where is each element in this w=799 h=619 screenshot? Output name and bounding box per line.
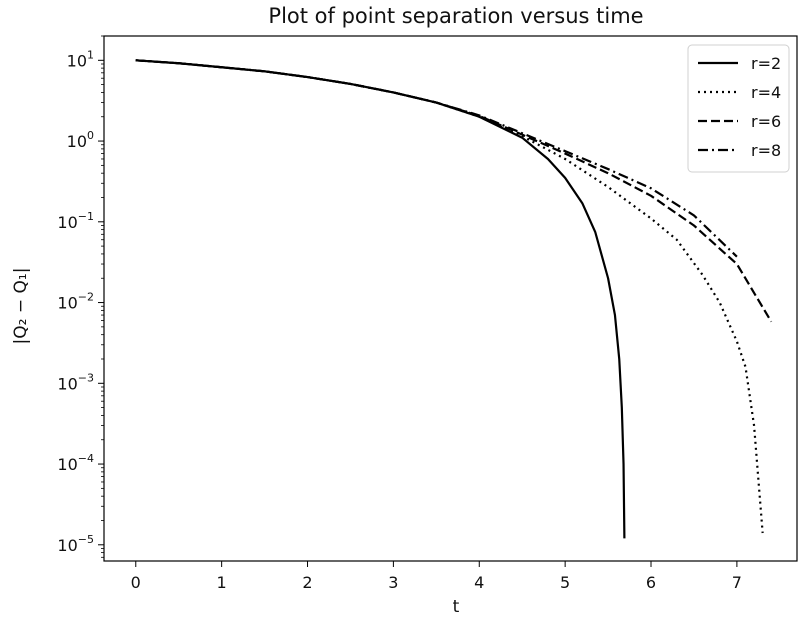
y-tick-label: 101 — [67, 48, 94, 70]
y-axis-label: |Q₂ − Q₁| — [11, 268, 31, 345]
y-tick-label: 100 — [67, 129, 94, 151]
series-line-r-6 — [135, 59, 773, 323]
series-line-r-2 — [135, 59, 626, 539]
x-tick-label: 6 — [646, 573, 656, 592]
y-tick-label: 10−2 — [57, 291, 94, 313]
x-tick-label: 0 — [131, 573, 141, 592]
chart-title: Plot of point separation versus time — [268, 4, 643, 28]
y-tick-label: 10−3 — [57, 371, 94, 393]
legend-label-r-6: r=6 — [751, 112, 781, 131]
x-tick-label: 7 — [732, 573, 742, 592]
legend-label-r-4: r=4 — [751, 83, 781, 102]
plot-area-frame — [103, 35, 798, 562]
x-tick-label: 2 — [302, 573, 312, 592]
y-tick-label: 10−5 — [57, 533, 94, 555]
x-axis-label: t — [453, 597, 460, 617]
axes-layer: 0 1 2 3 4 5 6 7 10−5 10−4 10−3 10−2 10−1 100 101 — [57, 35, 798, 592]
legend-label-r-2: r=2 — [751, 54, 781, 73]
legend-box — [687, 44, 790, 173]
series-layer — [135, 59, 773, 539]
legend: r=2 r=4 r=6 r=8 — [687, 44, 790, 173]
x-tick-label: 3 — [388, 573, 398, 592]
y-tick-label: 10−1 — [57, 210, 94, 232]
y-tick-label: 10−4 — [57, 452, 94, 474]
x-tick-label: 4 — [474, 573, 484, 592]
legend-label-r-8: r=8 — [751, 141, 781, 160]
x-tick-label: 5 — [560, 573, 570, 592]
series-line-r-4 — [135, 59, 764, 534]
series-line-r-8 — [135, 59, 738, 258]
x-tick-label: 1 — [217, 573, 227, 592]
